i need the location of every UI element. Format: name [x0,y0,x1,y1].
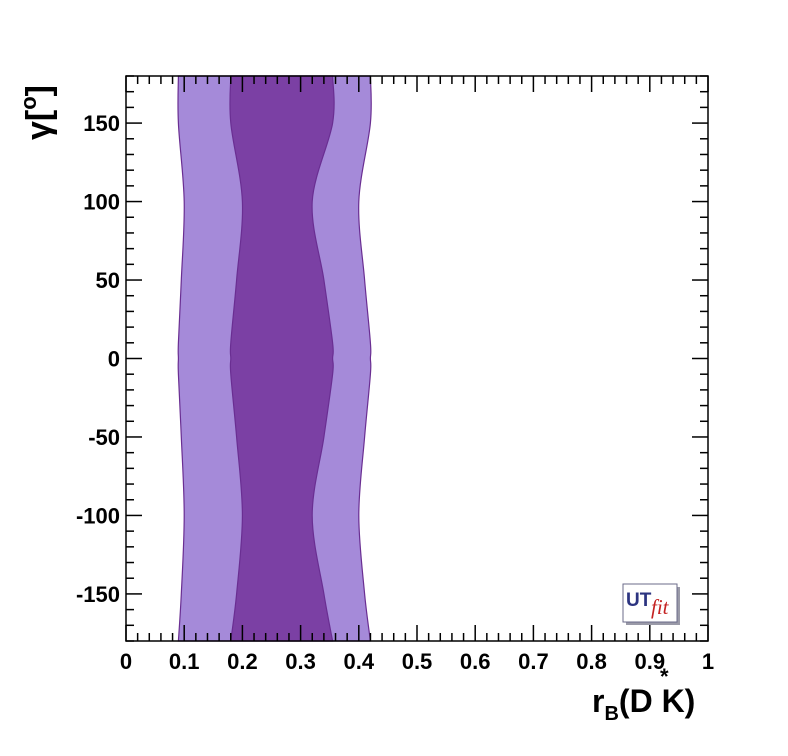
y-tick-label: 150 [83,111,120,136]
y-tick-label: 100 [83,190,120,215]
x-axis-title-main: r [592,683,604,719]
logo-text-fit: fit [651,595,670,619]
x-tick-label: 0.1 [169,649,200,674]
y-tick-label: -100 [76,503,120,528]
utfit-logo: UT fit [622,583,680,625]
y-axis-title-sup: o [16,96,41,109]
y-tick-label: 50 [96,268,120,293]
y-axis-title-rest: ] [20,85,58,96]
x-tick-label: 0.2 [227,649,258,674]
x-axis-title-sub: B [604,703,618,725]
x-tick-label: 0.4 [344,649,375,674]
logo-box [622,583,678,623]
x-tick-label: 0 [120,649,132,674]
y-axis-title: γ[o] [16,85,58,140]
x-tick-label: 0.9 [635,649,666,674]
x-tick-label: 0.5 [402,649,433,674]
x-tick-label: 1 [702,649,714,674]
x-tick-label: 0.8 [576,649,607,674]
axis-ticks [125,75,709,642]
x-axis-title: rB(D K) [592,683,695,725]
x-tick-label: 0.3 [285,649,316,674]
y-tick-label: -50 [88,425,120,450]
y-tick-label: -150 [76,582,120,607]
x-axis-title-rest: (D K) [619,683,695,719]
y-tick-label: 0 [108,347,120,372]
x-tick-label: 0.6 [460,649,491,674]
y-tick-labels: 150 100 50 0 -50 -100 -150 [76,111,120,607]
contour-regions [177,75,372,642]
x-tick-labels: 0 0.1 0.2 0.3 0.4 0.5 0.6 0.7 0.8 0.9 1 [120,649,714,674]
x-axis-title-star: * [660,664,669,689]
logo-text-ut: UT [626,590,652,611]
x-tick-label: 0.7 [518,649,549,674]
y-axis-title-main: γ[ [20,110,58,140]
